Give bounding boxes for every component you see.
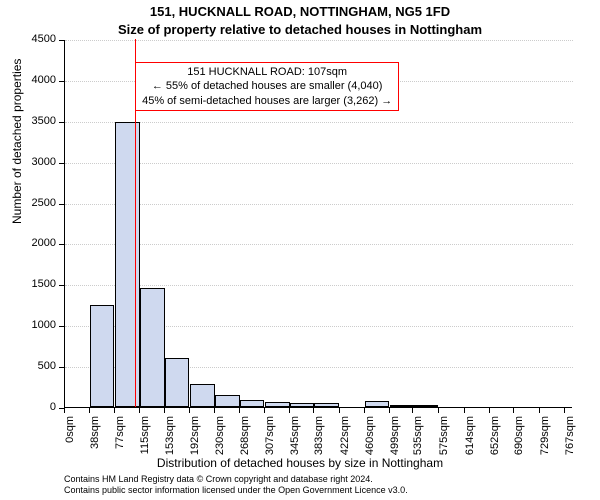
y-tick-label: 0	[0, 401, 56, 413]
y-tick-label: 1500	[0, 278, 56, 290]
chart-page: { "title_line1": "151, HUCKNALL ROAD, NO…	[0, 0, 600, 500]
histogram-bar	[265, 402, 290, 407]
y-tick	[59, 244, 64, 245]
x-tick	[513, 408, 514, 413]
y-tick-label: 1000	[0, 319, 56, 331]
histogram-bar	[290, 403, 315, 407]
x-tick	[364, 408, 365, 413]
y-tick-label: 2000	[0, 237, 56, 249]
annotation-box: 151 HUCKNALL ROAD: 107sqm← 55% of detach…	[135, 62, 399, 111]
annotation-line-0: 151 HUCKNALL ROAD: 107sqm	[142, 65, 392, 79]
x-tick-label: 345sqm	[289, 416, 301, 466]
annotation-line-1: ← 55% of detached houses are smaller (4,…	[142, 79, 392, 93]
x-tick-label: 652sqm	[489, 416, 501, 466]
y-tick	[59, 163, 64, 164]
x-tick	[313, 408, 314, 413]
x-tick	[539, 408, 540, 413]
chart-subtitle: Size of property relative to detached ho…	[0, 22, 600, 37]
x-tick	[89, 408, 90, 413]
annotation-line-2: 45% of semi-detached houses are larger (…	[142, 94, 392, 108]
histogram-bar	[365, 401, 390, 407]
y-tick-label: 2500	[0, 197, 56, 209]
histogram-bar	[413, 405, 438, 407]
x-tick-label: 575sqm	[438, 416, 450, 466]
y-tick	[59, 367, 64, 368]
x-tick-label: 499sqm	[389, 416, 401, 466]
x-tick-label: 535sqm	[412, 416, 424, 466]
histogram-bar	[115, 122, 140, 407]
x-tick-label: 0sqm	[64, 416, 76, 466]
x-tick-label: 268sqm	[239, 416, 251, 466]
x-tick	[412, 408, 413, 413]
gridline	[65, 40, 573, 41]
x-tick-label: 422sqm	[339, 416, 351, 466]
x-tick	[114, 408, 115, 413]
x-tick	[489, 408, 490, 413]
x-tick-label: 690sqm	[513, 416, 525, 466]
y-tick	[59, 40, 64, 41]
gridline	[65, 244, 573, 245]
x-tick	[289, 408, 290, 413]
gridline	[65, 163, 573, 164]
footer-line2: Contains public sector information licen…	[64, 485, 408, 496]
x-tick	[264, 408, 265, 413]
y-tick-label: 4500	[0, 33, 56, 45]
histogram-bar	[140, 288, 165, 407]
x-tick	[189, 408, 190, 413]
x-tick	[339, 408, 340, 413]
x-tick	[64, 408, 65, 413]
y-tick	[59, 326, 64, 327]
y-tick-label: 500	[0, 360, 56, 372]
y-tick	[59, 122, 64, 123]
histogram-bar	[314, 403, 339, 407]
histogram-bar	[240, 400, 265, 407]
x-tick-label: 38sqm	[89, 416, 101, 466]
gridline	[65, 204, 573, 205]
data-source-footer: Contains HM Land Registry data © Crown c…	[64, 474, 408, 496]
y-tick	[59, 81, 64, 82]
histogram-bar	[215, 395, 240, 407]
histogram-bar	[165, 358, 190, 407]
x-tick-label: 192sqm	[189, 416, 201, 466]
y-tick	[59, 204, 64, 205]
histogram-bar	[90, 305, 115, 407]
y-tick-label: 3000	[0, 156, 56, 168]
x-tick	[214, 408, 215, 413]
y-tick	[59, 285, 64, 286]
histogram-bar	[390, 405, 415, 407]
gridline	[65, 285, 573, 286]
x-tick-label: 729sqm	[539, 416, 551, 466]
histogram-bar	[190, 384, 215, 407]
footer-line1: Contains HM Land Registry data © Crown c…	[64, 474, 408, 485]
x-tick	[464, 408, 465, 413]
x-tick-label: 153sqm	[164, 416, 176, 466]
x-tick-label: 383sqm	[313, 416, 325, 466]
x-tick	[389, 408, 390, 413]
x-tick-label: 230sqm	[214, 416, 226, 466]
x-tick-label: 307sqm	[264, 416, 276, 466]
x-tick	[564, 408, 565, 413]
y-tick-label: 4000	[0, 74, 56, 86]
x-tick	[438, 408, 439, 413]
x-tick	[164, 408, 165, 413]
x-tick-label: 115sqm	[139, 416, 151, 466]
chart-title-line1: 151, HUCKNALL ROAD, NOTTINGHAM, NG5 1FD	[0, 4, 600, 19]
x-tick	[139, 408, 140, 413]
y-tick-label: 3500	[0, 115, 56, 127]
x-tick	[239, 408, 240, 413]
x-tick-label: 460sqm	[364, 416, 376, 466]
x-tick-label: 614sqm	[464, 416, 476, 466]
x-tick-label: 77sqm	[114, 416, 126, 466]
x-tick-label: 767sqm	[564, 416, 576, 466]
gridline	[65, 122, 573, 123]
